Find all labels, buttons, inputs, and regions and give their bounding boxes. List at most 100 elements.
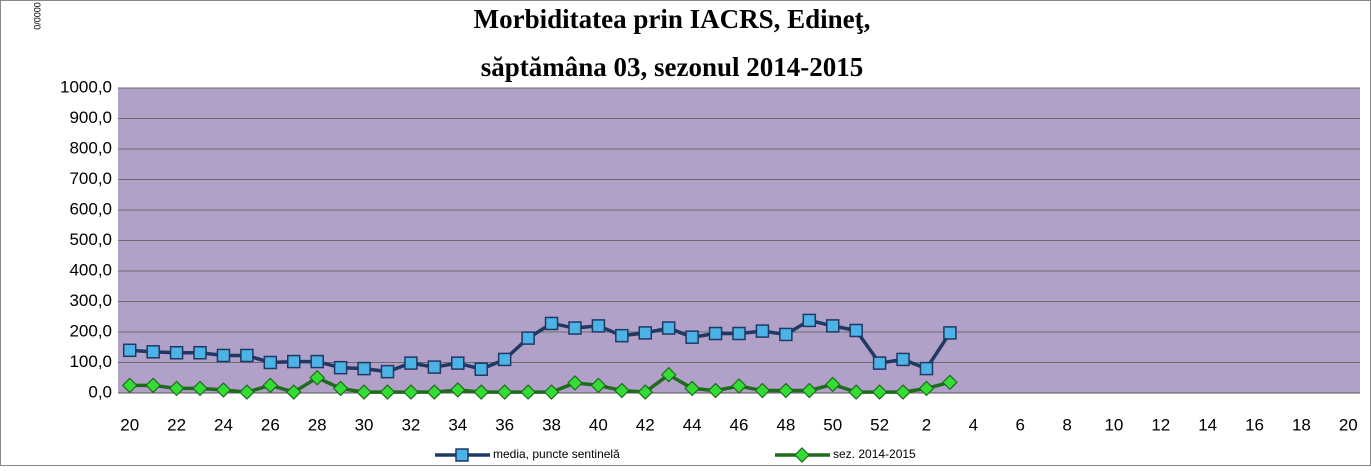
x-tick-label: 46 bbox=[730, 415, 749, 434]
marker bbox=[684, 380, 700, 397]
marker bbox=[379, 384, 396, 400]
marker bbox=[849, 323, 863, 338]
series bbox=[122, 313, 957, 379]
marker bbox=[778, 382, 794, 399]
x-tick-label: 14 bbox=[1198, 415, 1217, 434]
marker bbox=[169, 345, 184, 360]
marker bbox=[615, 328, 629, 343]
marker bbox=[794, 447, 810, 463]
marker bbox=[122, 343, 137, 358]
marker bbox=[919, 361, 934, 376]
x-tick-label: 44 bbox=[683, 415, 702, 434]
series bbox=[121, 366, 958, 400]
marker bbox=[824, 376, 841, 393]
marker bbox=[779, 327, 793, 342]
marker bbox=[427, 360, 442, 374]
legend-item: sez. 2014-2015 bbox=[775, 447, 916, 463]
marker bbox=[449, 382, 466, 398]
marker bbox=[403, 384, 419, 400]
marker bbox=[544, 316, 559, 331]
marker bbox=[262, 377, 279, 394]
marker bbox=[121, 377, 138, 394]
y-tick-label: 400,0 bbox=[69, 260, 112, 279]
marker bbox=[497, 352, 512, 367]
marker bbox=[287, 354, 301, 369]
x-tick-label: 6 bbox=[1015, 415, 1024, 434]
marker bbox=[802, 313, 817, 328]
y-tick-label: 800,0 bbox=[69, 138, 112, 157]
marker bbox=[455, 448, 469, 462]
x-tick-label: 48 bbox=[776, 415, 795, 434]
marker bbox=[801, 382, 818, 399]
y-tick-label: 900,0 bbox=[69, 108, 112, 127]
marker bbox=[451, 356, 465, 370]
x-tick-label: 4 bbox=[969, 415, 978, 434]
marker bbox=[356, 384, 372, 400]
marker bbox=[239, 384, 255, 400]
marker bbox=[216, 348, 231, 363]
marker bbox=[942, 374, 958, 391]
marker bbox=[543, 384, 560, 400]
marker bbox=[192, 380, 208, 397]
marker bbox=[638, 326, 653, 340]
y-tick-label: 700,0 bbox=[69, 169, 112, 188]
y-tick-label: 0,0 bbox=[88, 382, 112, 401]
marker bbox=[731, 378, 747, 394]
marker bbox=[872, 356, 887, 370]
x-tick-label: 38 bbox=[542, 415, 561, 434]
x-tick-label: 34 bbox=[448, 415, 467, 434]
marker bbox=[520, 384, 536, 400]
marker bbox=[591, 319, 606, 333]
x-tick-label: 22 bbox=[167, 415, 186, 434]
chart-title: săptămâna 03, sezonul 2014-2015 bbox=[481, 52, 864, 82]
chart-title: Morbiditatea prin IACRS, Edineţ, bbox=[474, 4, 871, 34]
marker bbox=[943, 326, 957, 340]
y-tick-label: 600,0 bbox=[69, 199, 112, 218]
marker bbox=[332, 380, 349, 397]
marker bbox=[496, 384, 513, 400]
y-tick-label: 100,0 bbox=[69, 352, 112, 371]
marker bbox=[707, 382, 724, 399]
marker bbox=[613, 382, 630, 399]
marker bbox=[263, 355, 278, 370]
marker bbox=[310, 354, 324, 369]
marker bbox=[333, 360, 348, 375]
marker bbox=[521, 331, 535, 345]
marker bbox=[168, 380, 185, 397]
y-tick-label: 500,0 bbox=[69, 230, 112, 249]
marker bbox=[240, 348, 254, 363]
x-tick-label: 40 bbox=[589, 415, 608, 434]
x-tick-label: 2 bbox=[922, 415, 931, 434]
x-tick-label: 42 bbox=[636, 415, 655, 434]
x-tick-label: 18 bbox=[1292, 415, 1311, 434]
marker bbox=[426, 384, 443, 400]
marker bbox=[474, 362, 488, 376]
legend-label: sez. 2014-2015 bbox=[833, 447, 916, 461]
marker bbox=[685, 330, 699, 344]
marker bbox=[895, 384, 911, 400]
x-tick-label: 50 bbox=[823, 415, 842, 434]
marker bbox=[567, 375, 583, 391]
x-tick-label: 16 bbox=[1245, 415, 1264, 434]
marker bbox=[309, 369, 326, 386]
x-tick-label: 20 bbox=[120, 415, 139, 434]
marker bbox=[380, 364, 395, 379]
legend-item: media, puncte sentinelă bbox=[435, 447, 620, 462]
marker bbox=[848, 384, 865, 400]
marker bbox=[637, 384, 654, 400]
x-tick-label: 24 bbox=[214, 415, 233, 434]
marker bbox=[193, 345, 207, 360]
x-tick-label: 30 bbox=[355, 415, 374, 434]
marker bbox=[825, 319, 840, 333]
marker bbox=[660, 366, 677, 383]
marker bbox=[146, 345, 160, 359]
x-tick-label: 20 bbox=[1339, 415, 1358, 434]
marker bbox=[661, 321, 676, 335]
marker bbox=[896, 352, 910, 367]
y-tick-label: 200,0 bbox=[69, 321, 112, 340]
marker bbox=[285, 384, 302, 400]
y-tick-label: 1000,0 bbox=[60, 77, 112, 96]
marker bbox=[590, 377, 607, 394]
